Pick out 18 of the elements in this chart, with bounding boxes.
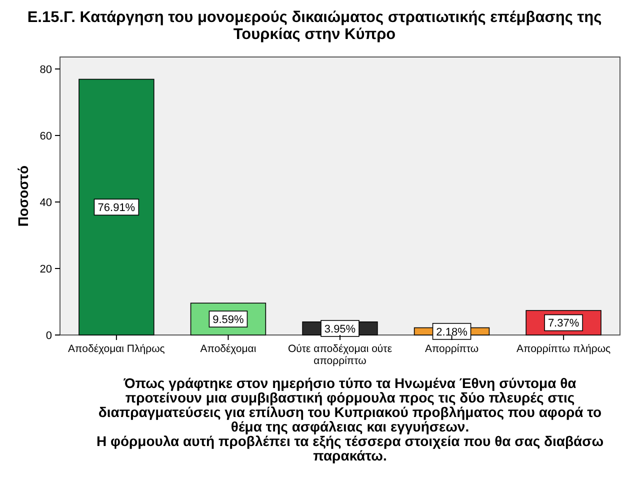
y-tick-label: 60: [40, 130, 52, 142]
data-label: 7.37%: [548, 318, 580, 330]
y-tick-label: 80: [40, 64, 52, 76]
y-axis-title: Ποσοστό: [15, 165, 31, 227]
x-tick-label: Ούτε αποδέχομαι ούτε απορρίπτω: [288, 343, 392, 367]
data-label: 76.91%: [98, 202, 136, 214]
x-tick-label: Αποδέχομαι: [200, 343, 257, 355]
x-tick-label: Αποδέχομαι Πλήρως: [68, 343, 165, 355]
x-tick-label: Απορρίπτω πλήρως: [516, 343, 611, 355]
data-label: 3.95%: [324, 323, 356, 336]
x-tick-label: Απορρίπτω: [424, 343, 479, 355]
x-axis-title: Όπως γράφτηκε στον ημερήσιο τύπο τα Ηνωμένα Έθνη σύντομα θα προτείνουν μια συμβιβαστική φόρμουλα προς τις δύο πλευρές στις διαπραγματεύσεις για επίλυση του Κυπριακού προβλήματος που αφορά το θέμα της ασφάλειας και εγγυήσεων. Η φόρμουλα αυτή προβλέπει τα εξής τέσσερα στοιχεία που θα σας διαβάσω παρακάτω.: [96, 375, 604, 464]
data-label: 2.18%: [436, 326, 468, 338]
y-tick-label: 40: [40, 196, 52, 209]
chart-title: Ε.15.Γ. Κατάργηση του μονομερούς δικαιώματος στρατιωτικής επέμβασης της Τουρκίας στην Κύπρο: [27, 9, 602, 43]
y-tick-label: 0: [46, 330, 52, 342]
y-tick-label: 20: [40, 263, 52, 276]
data-label: 9.59%: [212, 314, 244, 326]
